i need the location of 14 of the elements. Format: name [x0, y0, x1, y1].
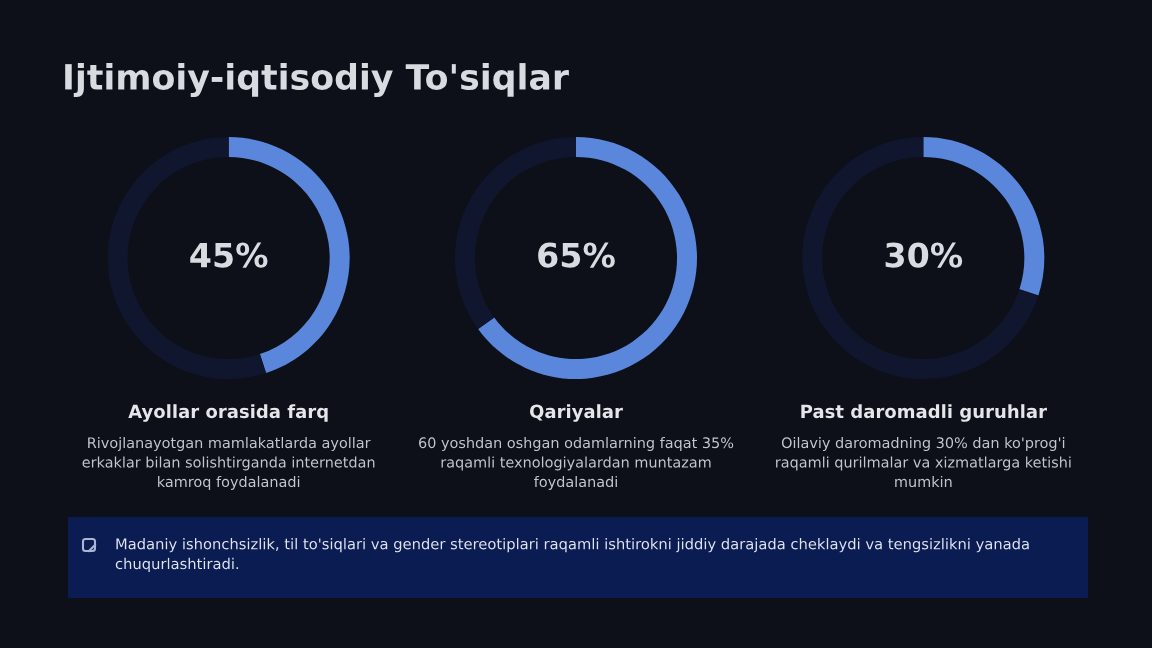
donut-slice [107, 137, 267, 379]
donut-slice [802, 137, 1039, 379]
text: Madaniy ishonchsizlik, til to'siqlari va gender stereotiplari raqamli ishtirokni jiddiy darajada cheklaydi va tengsizlikni yanada chuqurlashtiradi. [115, 538, 1029, 573]
text: Oilaviy daromadning 30% dan ko'prog'i raqamli qurilmalar va xizmatlarga ketishi mumkin [776, 437, 1071, 488]
text: Rivojlanayotgan mamlakatlarda ayollar erkaklar bilan solishtirganda internetdan kamroq foydalanadi [82, 437, 375, 490]
data-label: 45% [190, 242, 268, 268]
text: Ijtimoiy-iqtisodiy To'siqlar [65, 63, 569, 97]
text: Ayollar orasida farq [128, 404, 328, 422]
text: Past daromadli guruhlar [801, 404, 1047, 422]
text: Qariyalar [529, 404, 623, 422]
data-label: 65% [538, 242, 615, 268]
data-label: 30% [885, 242, 963, 268]
donut-slice [478, 137, 697, 379]
text: 60 yoshdan oshgan odamlarning faqat 35% raqamli texnologiyalardan muntazam foydalanadi [419, 437, 734, 490]
